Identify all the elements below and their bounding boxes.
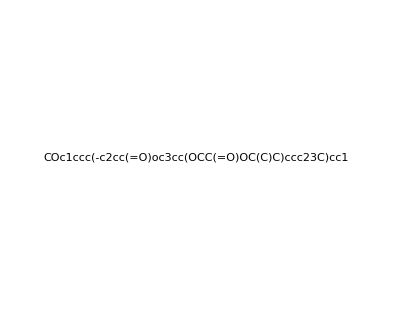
Text: COc1ccc(-c2cc(=O)oc3cc(OCC(=O)OC(C)C)ccc23C)cc1: COc1ccc(-c2cc(=O)oc3cc(OCC(=O)OC(C)C)ccc… — [44, 152, 349, 162]
